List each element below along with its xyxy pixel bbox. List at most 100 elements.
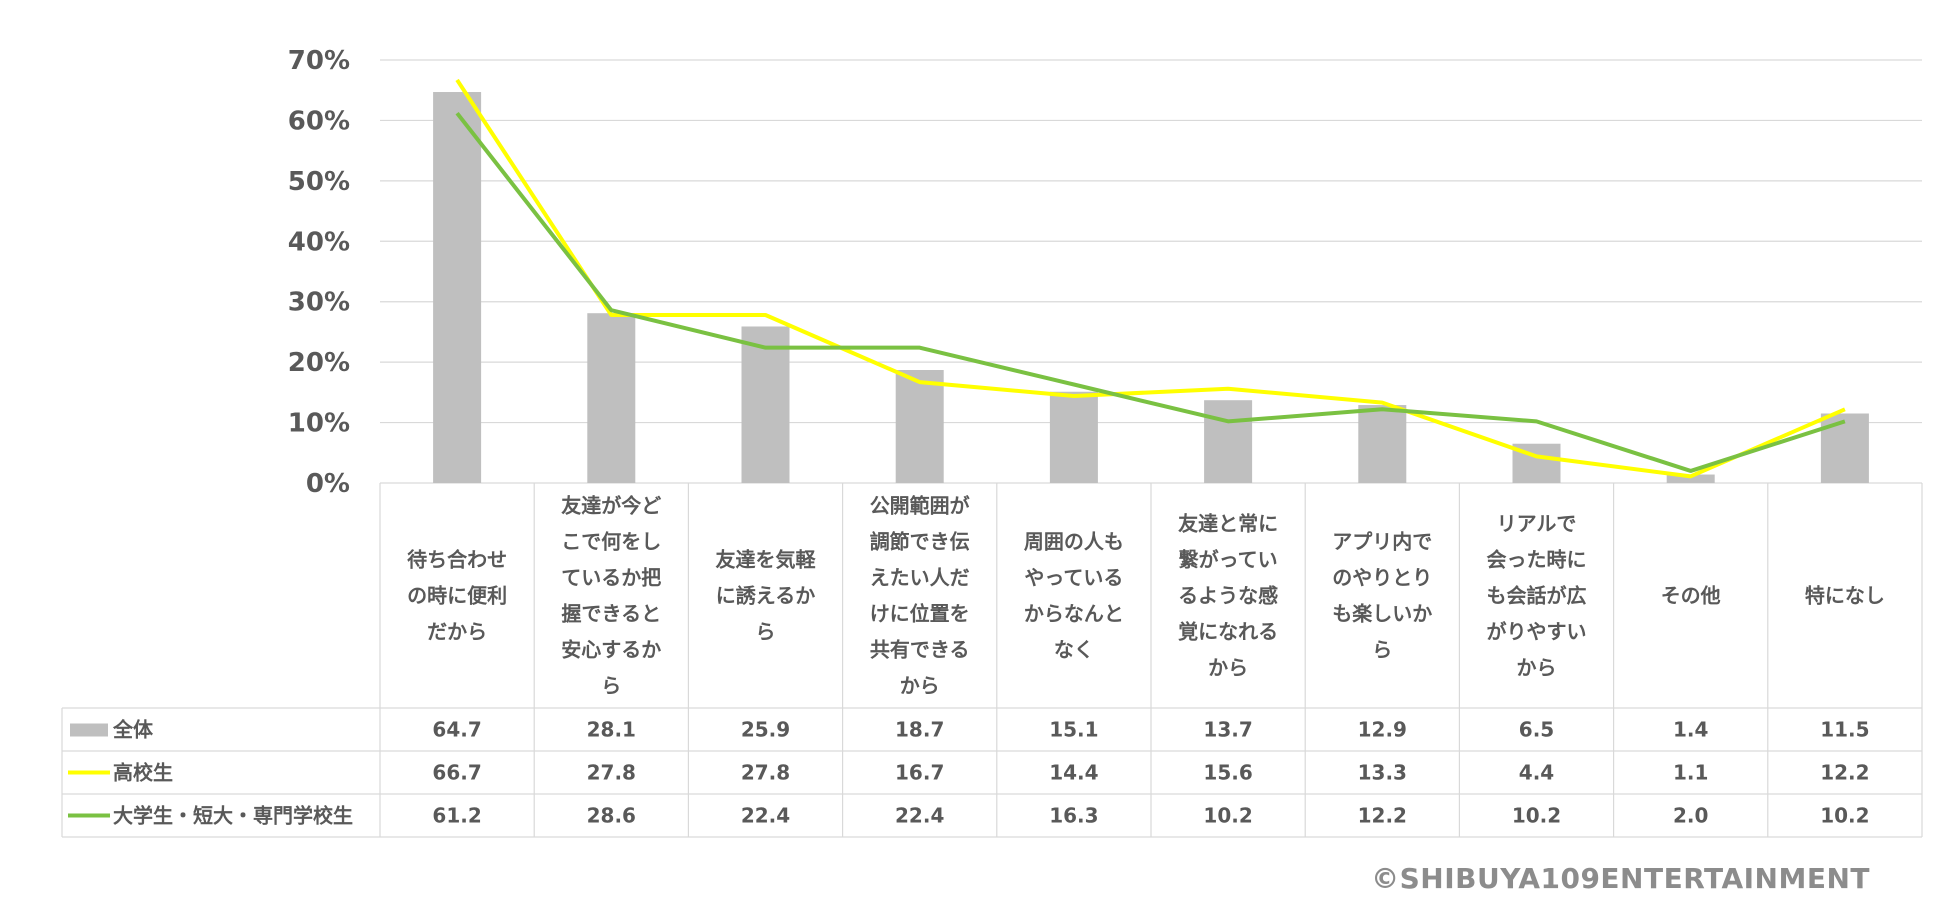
table-cell-value: 11.5 [1820, 718, 1869, 742]
category-label-line: なく [1054, 638, 1094, 662]
category-label-line: からなんと [1024, 602, 1124, 626]
category-label: 特になし [1805, 584, 1885, 608]
category-label: 周囲の人もやっているからなんとなく [1024, 530, 1124, 662]
bar [741, 326, 790, 483]
category-label-line: リアルで [1497, 512, 1577, 536]
category-label: 待ち合わせの時に便利だから [407, 548, 507, 644]
table-cell-value: 16.7 [895, 761, 944, 785]
bar [1204, 400, 1253, 483]
table-cell-value: 6.5 [1519, 718, 1554, 742]
bar [1666, 474, 1715, 483]
category-label-line: こで何をし [561, 530, 661, 554]
table-cell-value: 66.7 [432, 761, 481, 785]
bar-series [433, 92, 1869, 483]
y-tick-label: 10% [288, 409, 350, 439]
category-label-line: がりやすい [1487, 620, 1587, 644]
series-line-university [455, 111, 1846, 473]
y-tick-label: 40% [288, 227, 350, 257]
line-series [455, 78, 1846, 479]
table-cell-value: 15.6 [1203, 761, 1252, 785]
category-label-line: のやりとり [1332, 566, 1432, 590]
bar [1820, 413, 1869, 483]
category-label: 友達が今どこで何をしているか把握できると安心するから [561, 494, 661, 698]
legend-label: 大学生・短大・専門学校生 [113, 804, 353, 828]
category-label: アプリ内でのやりとりも楽しいから [1332, 530, 1432, 662]
table-cell-value: 12.2 [1820, 761, 1869, 785]
category-label-line: 繋がってい [1179, 548, 1278, 572]
legend-key-bar [70, 723, 108, 737]
y-tick-label: 30% [288, 288, 350, 318]
bar [1049, 391, 1098, 483]
category-label-line: から [1208, 656, 1248, 680]
table-cell-value: 10.2 [1512, 804, 1561, 828]
legend-label: 高校生 [113, 761, 173, 785]
y-tick-label: 20% [288, 348, 350, 378]
table-cell-value: 15.1 [1049, 718, 1098, 742]
y-tick-label: 50% [288, 167, 350, 197]
gridlines [380, 59, 1922, 484]
category-label-line: 共有できる [870, 638, 970, 662]
category-label: その他 [1661, 584, 1721, 608]
table-cell-value: 28.1 [587, 718, 636, 742]
category-label-line: から [1517, 656, 1557, 680]
table-cell-value: 64.7 [432, 718, 481, 742]
category-label-line: 調節でき伝 [870, 530, 970, 554]
category-label: 友達と常に繋がっているような感覚になれるから [1178, 512, 1278, 680]
table-cell-value: 13.3 [1358, 761, 1407, 785]
category-label-line: ら [1372, 638, 1392, 662]
category-label-line: ら [756, 620, 776, 644]
category-label-line: の時に便利 [407, 584, 507, 608]
category-label: 友達を気軽に誘えるから [716, 548, 817, 644]
category-label-line: 覚になれる [1178, 620, 1278, 644]
table-cell-value: 28.6 [587, 804, 636, 828]
y-tick-label: 70% [288, 46, 350, 76]
table-cell-value: 1.4 [1673, 718, 1708, 742]
table-cell-value: 25.9 [741, 718, 790, 742]
category-label-line: えたい人だ [870, 566, 970, 590]
table-cell-value: 27.8 [587, 761, 636, 785]
table-cell-value: 12.9 [1358, 718, 1407, 742]
table-cell-value: 2.0 [1673, 804, 1708, 828]
category-label-line: に誘えるか [716, 584, 815, 608]
table-cell-value: 10.2 [1203, 804, 1252, 828]
legend-label: 全体 [112, 718, 154, 742]
category-label-line: アプリ内で [1332, 530, 1432, 554]
table-cell-value: 16.3 [1049, 804, 1098, 828]
table-cell-value: 1.1 [1673, 761, 1708, 785]
series-line-high-school [455, 78, 1846, 479]
table-cell-value: 12.2 [1358, 804, 1407, 828]
y-axis: 0% 10% 20% 30% 40% 50% 60% 70% [288, 46, 350, 499]
category-label-line: 握できると [561, 602, 661, 626]
category-label-line: やっている [1024, 566, 1123, 590]
bar [1358, 405, 1407, 483]
category-label-line: その他 [1661, 584, 1721, 608]
category-label-line: から [900, 674, 940, 698]
bar [587, 313, 636, 483]
table-cell-value: 22.4 [895, 804, 944, 828]
category-label-line: 待ち合わせ [407, 548, 507, 572]
category-label-line: も会話が広 [1487, 584, 1587, 608]
category-label-line: 周囲の人も [1024, 530, 1124, 554]
table-cell-value: 61.2 [432, 804, 481, 828]
category-label-line: 友達が今ど [561, 494, 661, 518]
category-label-line: も楽しいか [1332, 602, 1432, 626]
category-label-line: けに位置を [870, 602, 970, 626]
bar [433, 92, 482, 483]
table-cell-value: 27.8 [741, 761, 790, 785]
table-cell-value: 22.4 [741, 804, 790, 828]
category-label-line: 会った時に [1487, 548, 1587, 572]
category-label-line: 友達を気軽 [716, 548, 817, 572]
table-cell-value: 14.4 [1049, 761, 1098, 785]
category-label-line: ら [601, 674, 621, 698]
table-cell-value: 13.7 [1203, 718, 1252, 742]
table-cell-value: 18.7 [895, 718, 944, 742]
category-label-line: 公開範囲が [870, 494, 970, 518]
category-label-line: 特になし [1805, 584, 1885, 608]
category-label: リアルで会った時にも会話が広がりやすいから [1487, 512, 1587, 680]
y-tick-label: 60% [288, 106, 350, 136]
table-cell-value: 4.4 [1519, 761, 1554, 785]
category-label-line: だから [427, 620, 487, 644]
category-label-line: るような感 [1178, 584, 1278, 608]
category-label-line: ているか把 [561, 566, 661, 590]
